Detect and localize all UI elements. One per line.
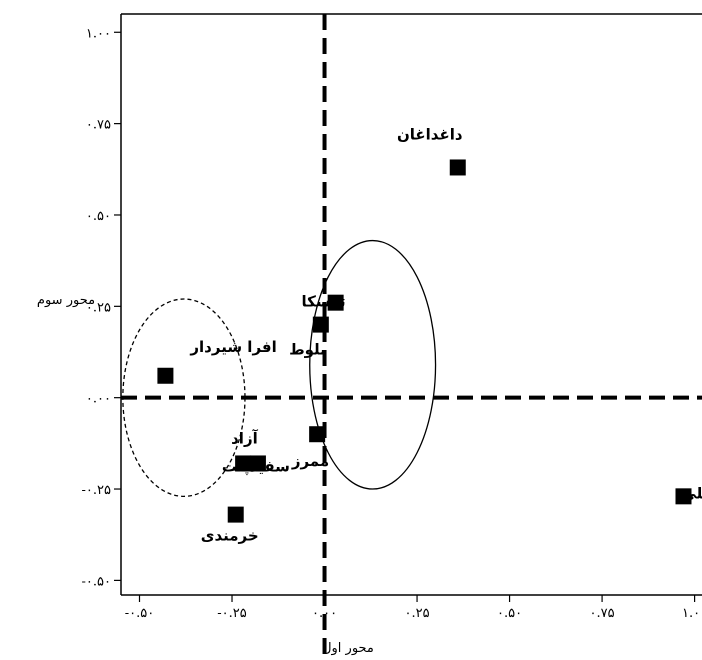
x-axis-title: محور اول <box>322 641 374 656</box>
x-tick-label: -۰.۵۰ <box>125 606 154 621</box>
solid-group-ellipse <box>309 239 437 490</box>
scatter-point <box>249 455 266 472</box>
y-tick-label: ۰.۲۵ <box>86 300 111 315</box>
point-label: آزاد <box>231 429 258 447</box>
point-label: سفیدپلت <box>222 457 290 476</box>
x-tick-label: -۰.۲۵ <box>217 606 246 621</box>
point-label: خرمندی <box>201 527 259 545</box>
point-label: ممرز <box>291 452 329 470</box>
point-label: بلوط <box>289 341 326 359</box>
point-label: داغداغان <box>397 125 463 143</box>
scatter-point <box>312 316 329 333</box>
y-tick-label: ۰.۰۰ <box>86 392 111 407</box>
x-tick-label: ۰.۰۰ <box>312 606 337 621</box>
point-label: افرا شیردار <box>189 338 276 356</box>
point-label: توسکا <box>301 293 345 311</box>
scatter-point <box>449 159 466 176</box>
scatter-point <box>235 455 252 472</box>
scatter-point <box>227 506 244 523</box>
scatter-point <box>157 367 174 384</box>
scatter-point <box>675 488 692 505</box>
x-tick-label: ۰.۷۵ <box>590 606 615 621</box>
x-tick-label: ۱.۰۰ <box>682 606 702 621</box>
x-tick-label: ۰.۵۰ <box>497 606 522 621</box>
y-tick-label: ۰.۵۰ <box>86 209 111 224</box>
y-axis-title: محور سوم <box>37 293 95 308</box>
y-tick-label: -۰.۲۵ <box>82 483 111 498</box>
point-label: انجیلی <box>681 484 702 502</box>
scatter-point <box>309 426 326 443</box>
y-tick-label: -۰.۵۰ <box>82 574 111 589</box>
x-tick-label: ۰.۲۵ <box>405 606 430 621</box>
scatter-point <box>327 294 344 311</box>
y-tick-label: ۰.۷۵ <box>86 118 111 133</box>
y-tick-label: ۱.۰۰ <box>86 26 111 41</box>
